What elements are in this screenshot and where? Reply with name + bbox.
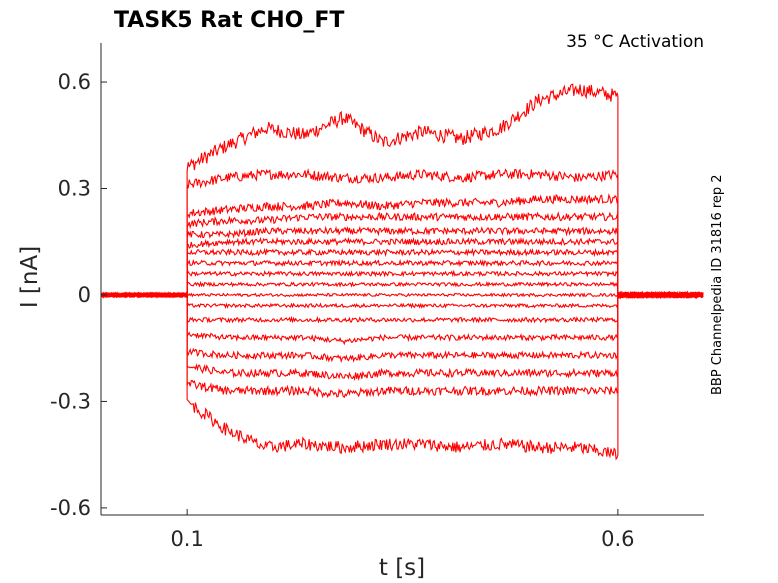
y-axis-label: I [nA] xyxy=(17,246,43,308)
chart-title: TASK5 Rat CHO_FT xyxy=(114,8,344,33)
trace-5 xyxy=(100,236,704,299)
trace-1 xyxy=(100,168,704,300)
trace-17 xyxy=(100,290,704,461)
axes: 0.6 0.3 0 -0.3 -0.6 0.1 0.6 xyxy=(50,43,704,551)
trace-0 xyxy=(100,83,704,300)
y-tick-label: -0.6 xyxy=(50,496,91,520)
x-tick-label: 0.1 xyxy=(170,527,203,551)
trace-12 xyxy=(100,290,704,324)
trace-15 xyxy=(100,290,704,382)
y-tick-label: -0.3 xyxy=(50,389,91,413)
y-tick-label: 0 xyxy=(78,283,91,307)
trace-10 xyxy=(100,290,704,300)
trace-13 xyxy=(100,291,704,346)
trace-8 xyxy=(100,269,704,300)
trace-14 xyxy=(100,290,704,364)
trace-3 xyxy=(100,211,704,299)
chart-annotation: 35 °C Activation xyxy=(566,32,704,52)
trace-16 xyxy=(100,290,704,399)
x-tick-label: 0.6 xyxy=(601,527,634,551)
trace-4 xyxy=(100,225,704,300)
y-tick-label: 0.6 xyxy=(58,70,91,94)
trace-11 xyxy=(100,290,704,309)
trace-7 xyxy=(100,258,704,299)
traces xyxy=(100,83,704,461)
trace-9 xyxy=(100,280,704,300)
side-label: BBP Channelpedia ID 31816 rep 2 xyxy=(710,174,725,395)
trace-6 xyxy=(100,247,704,300)
y-tick-label: 0.3 xyxy=(58,177,91,201)
x-axis-label: t [s] xyxy=(379,555,425,581)
trace-2 xyxy=(100,193,704,300)
